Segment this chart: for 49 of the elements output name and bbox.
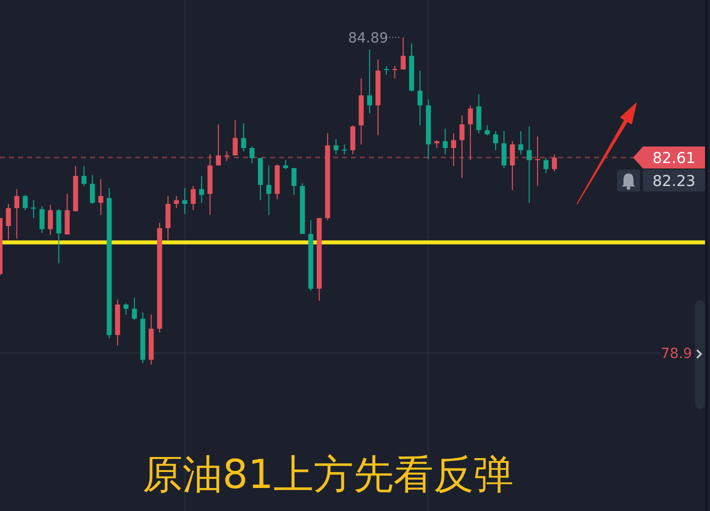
candlestick [124,302,128,315]
candlestick [216,124,221,166]
candlestick [48,204,53,236]
candlestick [292,168,296,196]
candlestick [526,126,532,204]
candlestick [392,65,398,79]
candlestick [442,128,448,155]
candlestick [476,94,482,134]
candlestick [90,174,95,204]
candlestick [510,140,515,191]
candlestick [266,164,272,216]
candlestick [174,195,179,209]
candlestick [342,144,347,155]
candlestick [418,70,422,126]
candlestick [241,122,246,152]
candlestick [334,138,338,155]
annotation: 84.89 [348,30,388,46]
candlestick [502,130,506,169]
ref-line-label: 82.61 [652,149,696,168]
ref-line-label: 78.9 [660,346,692,362]
candlestick [22,194,28,211]
candlestick [56,208,62,264]
candlestick [199,175,204,204]
candlestick [367,49,372,114]
candlestick [350,124,356,155]
candlestick [400,36,406,70]
candlestick [82,165,86,186]
candlestick [224,150,230,162]
candlestick [132,297,137,320]
candlestick [535,136,540,186]
candlestick [6,203,11,240]
candlestick [40,205,44,234]
candlestick [518,130,524,155]
candlestick [460,114,464,179]
candlestick [544,158,548,174]
candlestick [468,104,473,161]
candlestick [250,146,254,164]
candlestick [31,200,36,219]
candlestick [98,178,104,216]
candlestick [232,120,238,156]
text: 82.23 [652,172,696,190]
candlestick [182,188,188,214]
text: 原油81上方先看反弹 [142,452,514,498]
candlestick [451,132,456,166]
candlestick [190,185,196,211]
candlestick [552,154,557,172]
candlestick [14,188,20,240]
candlestick [493,130,498,151]
candlestick [484,124,490,136]
